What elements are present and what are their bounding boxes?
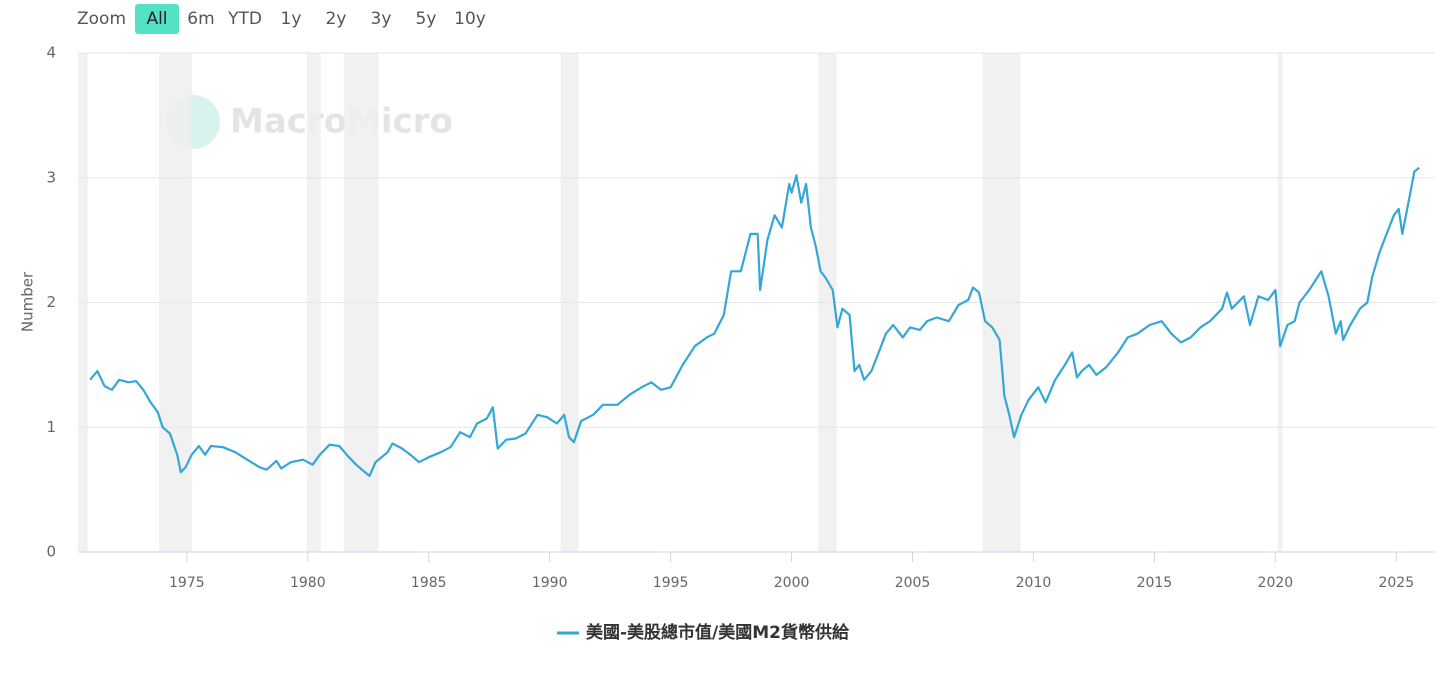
- x-tick-label: 2015: [1137, 575, 1173, 591]
- x-tick-label: 2025: [1378, 575, 1414, 591]
- zoom-button[interactable]: 1y: [281, 9, 302, 29]
- watermark: MacroMicro: [230, 102, 453, 142]
- zoom-button[interactable]: 10y: [454, 9, 486, 29]
- y-axis-title: Number: [19, 271, 37, 332]
- y-tick-label: 3: [46, 168, 56, 186]
- zoom-button-bg[interactable]: [135, 4, 179, 34]
- zoom-button[interactable]: 2y: [326, 9, 347, 29]
- x-tick-label: 1980: [290, 575, 326, 591]
- zoom-button[interactable]: 3y: [371, 9, 392, 29]
- x-tick-label: 1975: [169, 575, 205, 591]
- x-tick-label: 2010: [1016, 575, 1052, 591]
- data-line: [89, 166, 1420, 477]
- zoom-button[interactable]: 5y: [416, 9, 437, 29]
- legend-label[interactable]: 美國-美股總市值/美國M2貨幣供給: [586, 622, 850, 643]
- zoom-button[interactable]: All: [146, 9, 167, 29]
- zoom-label: Zoom: [77, 9, 126, 29]
- x-tick-label: 2020: [1258, 575, 1294, 591]
- x-tick-label: 1990: [532, 575, 568, 591]
- y-tick-label: 0: [46, 543, 56, 561]
- x-tick-label: 1995: [653, 575, 689, 591]
- y-tick-label: 1: [46, 418, 56, 436]
- x-tick-label: 1985: [411, 575, 447, 591]
- y-tick-label: 2: [46, 293, 56, 311]
- x-tick-label: 2005: [895, 575, 931, 591]
- zoom-button[interactable]: 6m: [187, 9, 214, 29]
- zoom-button[interactable]: YTD: [227, 9, 262, 29]
- x-tick-label: 2000: [774, 575, 810, 591]
- y-tick-label: 4: [46, 44, 56, 62]
